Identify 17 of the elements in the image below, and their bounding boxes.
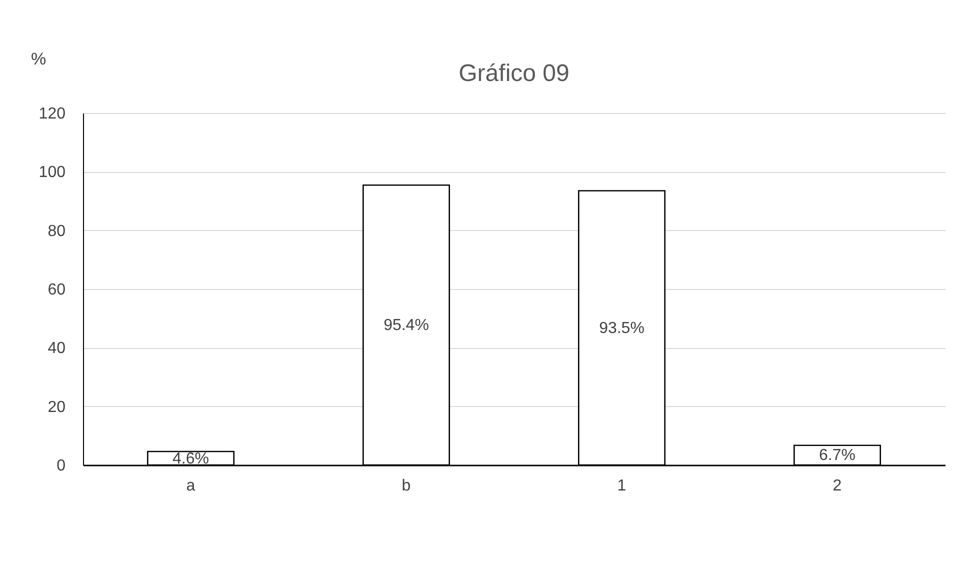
chart-title: Gráfico 09 <box>458 60 570 87</box>
x-tick-label: 2 <box>832 478 842 494</box>
data-label: 95.4% <box>384 317 429 334</box>
y-tick-label: 40 <box>48 340 66 358</box>
data-label: 93.5% <box>599 320 644 337</box>
x-tick-label: a <box>186 478 196 494</box>
y-tick-label: 80 <box>48 222 66 240</box>
x-tick-label: 1 <box>617 478 626 494</box>
data-label: 6.7% <box>819 447 856 464</box>
y-tick-label: 120 <box>38 106 66 122</box>
data-label: 4.6% <box>172 450 209 468</box>
y-tick-label: 20 <box>48 398 66 416</box>
y-tick-label: 100 <box>38 164 66 182</box>
y-tick-label: 60 <box>48 282 66 298</box>
x-tick-label: b <box>402 478 411 494</box>
y-tick-label: 0 <box>56 458 66 474</box>
y-axis-title: % <box>30 50 46 68</box>
